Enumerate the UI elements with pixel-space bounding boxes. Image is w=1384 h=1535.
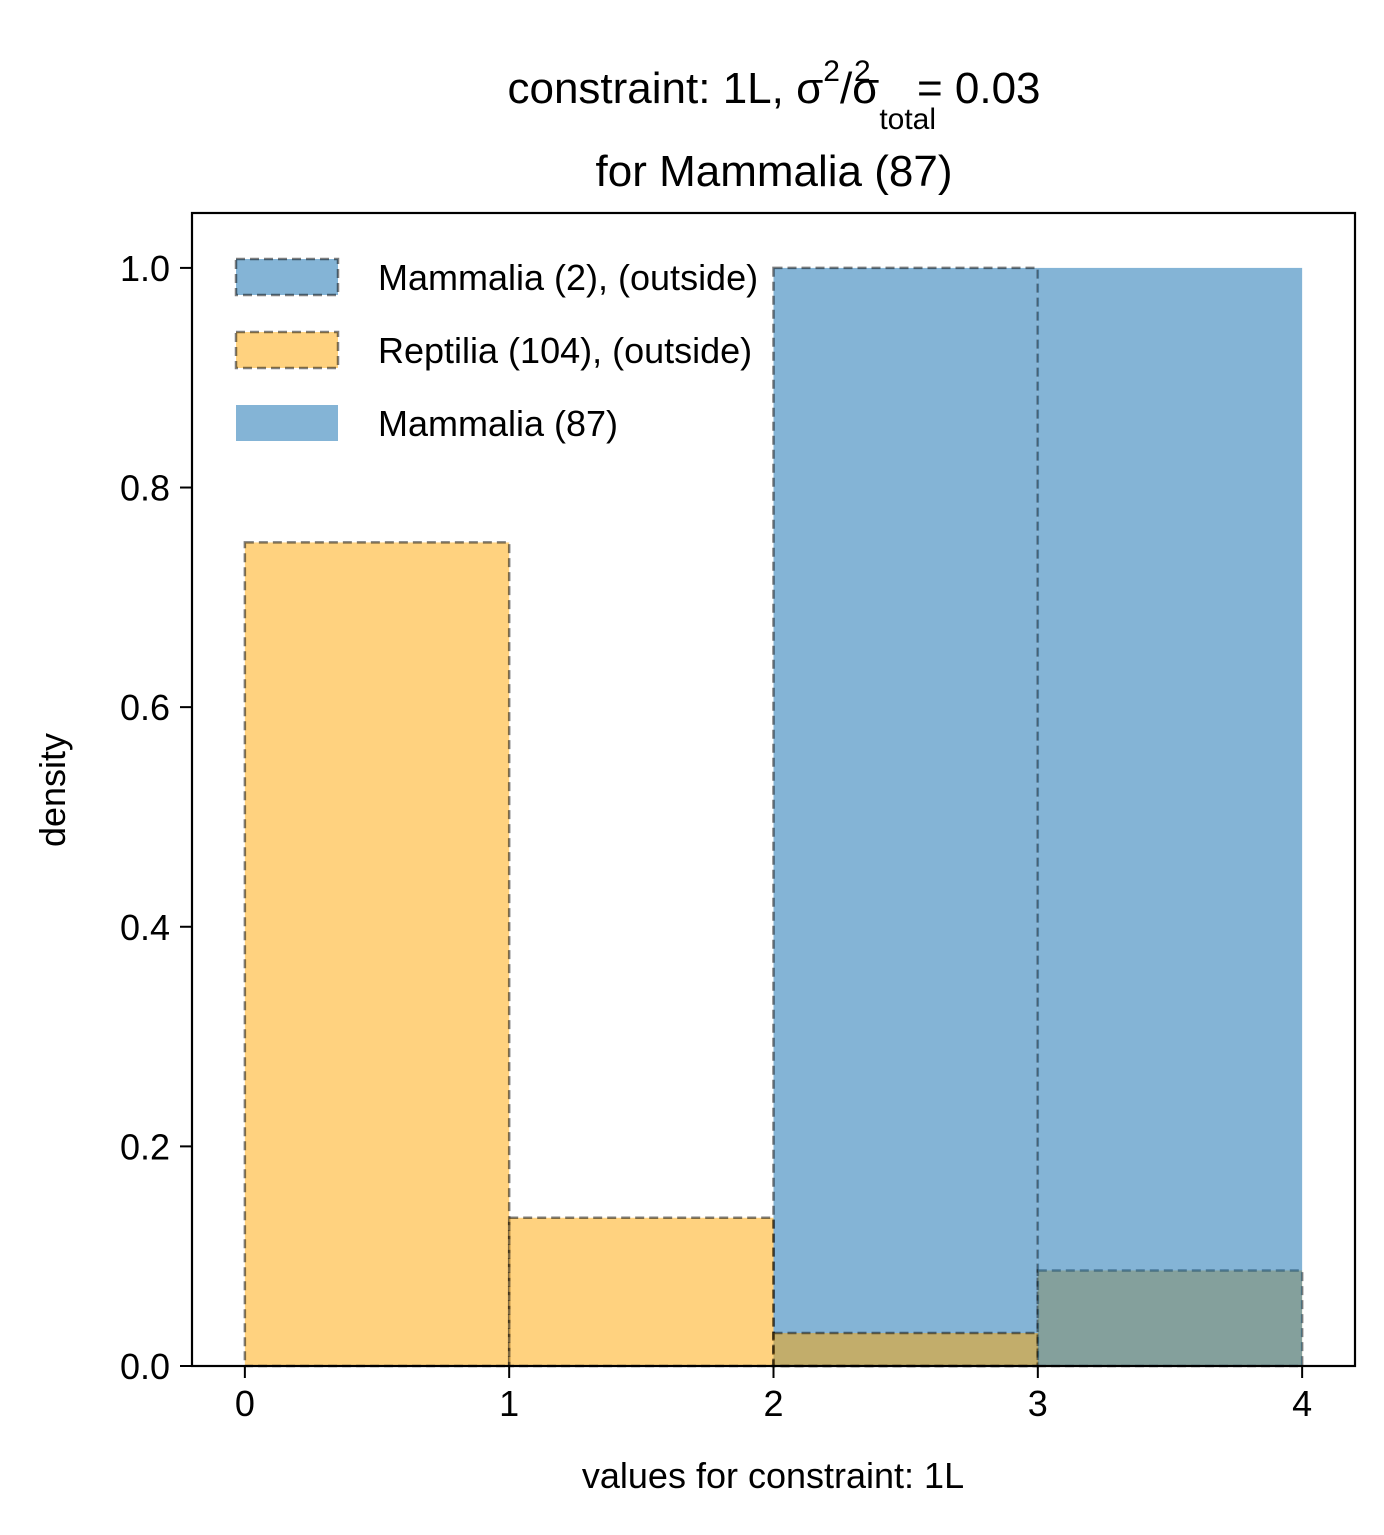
legend-swatch-mammalia-outside xyxy=(234,257,340,297)
bar-mammalia-3 xyxy=(1037,267,1303,1366)
legend-label-reptilia-outside: Reptilia (104), (outside) xyxy=(378,330,752,371)
legend: Mammalia (2), (outside) Reptilia (104), (… xyxy=(234,257,758,444)
y-tick-label-4: 0.8 xyxy=(120,468,170,509)
x-tick-label-4: 4 xyxy=(1292,1383,1312,1424)
legend-swatch-mammalia xyxy=(236,405,338,441)
chart-title: constraint: 1L, σ2/σtotal2 = 0.03 for Ma… xyxy=(507,55,1040,196)
x-axis-label: values for constraint: 1L xyxy=(582,1455,964,1496)
x-tick-label-1: 1 xyxy=(499,1383,519,1424)
y-tick-label-2: 0.4 xyxy=(120,907,170,948)
bar-reptilia-outside-1 xyxy=(507,1216,775,1368)
x-tick-label-0: 0 xyxy=(235,1383,255,1424)
legend-label-mammalia-outside: Mammalia (2), (outside) xyxy=(378,257,758,298)
x-tick-label-2: 2 xyxy=(763,1383,783,1424)
histogram-bars xyxy=(243,266,1304,1368)
legend-label-mammalia: Mammalia (87) xyxy=(378,403,618,444)
y-tick-label-0: 0.0 xyxy=(120,1346,170,1387)
chart-title-line1: constraint: 1L, σ2/σtotal2 = 0.03 xyxy=(507,55,1040,136)
bar-reptilia-outside-2 xyxy=(772,1331,1040,1368)
chart-title-line2: for Mammalia (87) xyxy=(596,147,953,196)
bar-reptilia-outside-0 xyxy=(243,541,511,1368)
axes: 0 1 2 3 4 0.0 0.2 0.4 0.6 0.8 1.0 xyxy=(120,211,1357,1424)
legend-swatch-reptilia-outside xyxy=(234,330,340,370)
x-tick-label-3: 3 xyxy=(1028,1383,1048,1424)
y-tick-label-3: 0.6 xyxy=(120,687,170,728)
bar-mammalia-outside-2 xyxy=(772,266,1040,1368)
y-axis-label: density xyxy=(32,733,73,847)
y-tick-label-5: 1.0 xyxy=(120,248,170,289)
y-tick-label-1: 0.2 xyxy=(120,1126,170,1167)
